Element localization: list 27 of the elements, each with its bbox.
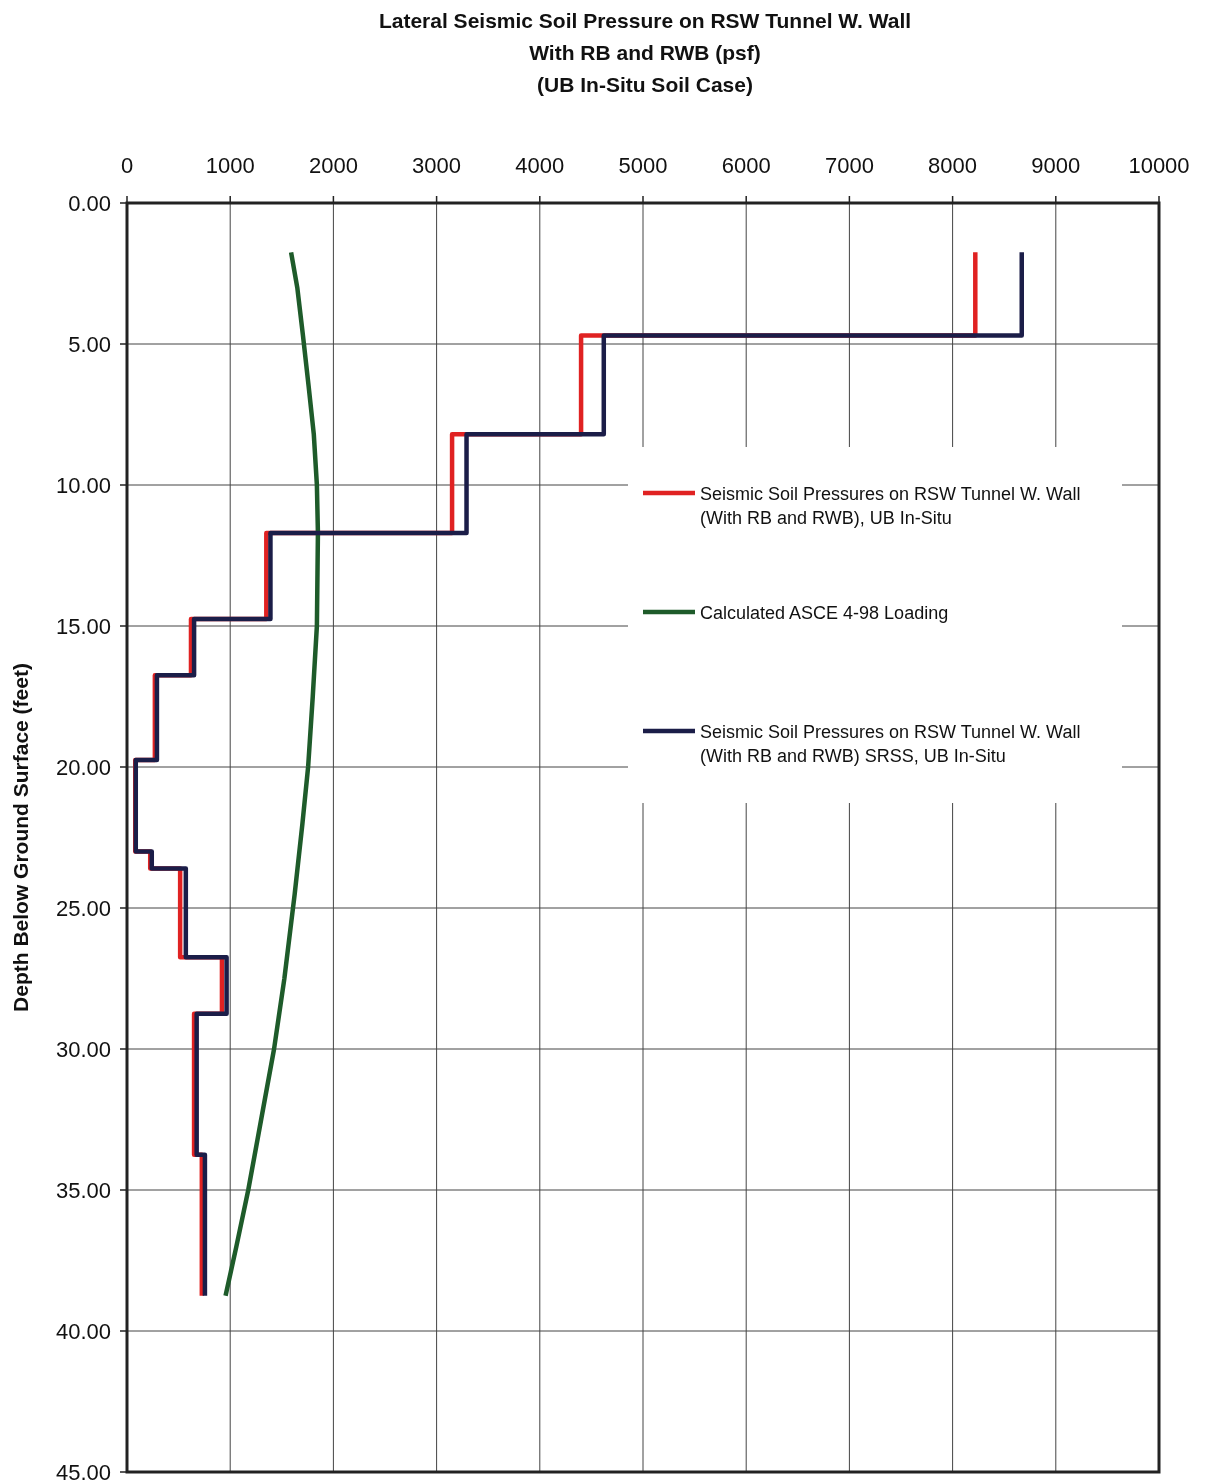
x-tick-label: 1000: [205, 153, 255, 178]
y-tick-label: 45.00: [55, 1459, 111, 1484]
x-tick-label: 9000: [1031, 153, 1081, 178]
x-tick-label: 4000: [515, 153, 565, 178]
legend-label: Seismic Soil Pressures on RSW Tunnel W. Wall (With RB and RWB) SRSS, UB In-Situ: [700, 722, 1081, 766]
x-tick-label: 5000: [618, 153, 668, 178]
x-tick-label: 7000: [824, 153, 874, 178]
x-tick-label: 10000: [1128, 153, 1190, 178]
x-tick-label: 6000: [721, 153, 771, 178]
x-tick-label: 8000: [928, 153, 978, 178]
y-tick-label: 25.00: [55, 895, 111, 921]
x-tick-label: 2000: [308, 153, 358, 178]
x-tick-label: 0: [120, 153, 134, 178]
y-tick-label: 30.00: [55, 1036, 111, 1062]
y-tick-label: 15.00: [55, 613, 111, 639]
y-tick-label: 35.00: [55, 1177, 111, 1203]
legend-label: Seismic Soil Pressures on RSW Tunnel W. Wall (With RB and RWB), UB In-Situ: [700, 484, 1081, 528]
x-tick-label: 3000: [412, 153, 462, 178]
legend-label: Calculated ASCE 4-98 Loading: [700, 603, 949, 623]
y-tick-label: 20.00: [55, 754, 111, 780]
y-tick-label: 40.00: [55, 1318, 111, 1344]
y-tick-label: 10.00: [55, 472, 111, 498]
chart-title: Lateral Seismic Soil Pressure on RSW Tunnel W. Wall With RB and RWB (psf) (UB In-Situ Soil Case): [378, 9, 912, 96]
y-tick-label: 0.00: [68, 190, 111, 216]
line-series: [223, 250, 321, 1298]
y-axis-title: Depth Below Ground Surface (feet): [9, 663, 32, 1012]
y-tick-label: 5.00: [68, 331, 111, 357]
